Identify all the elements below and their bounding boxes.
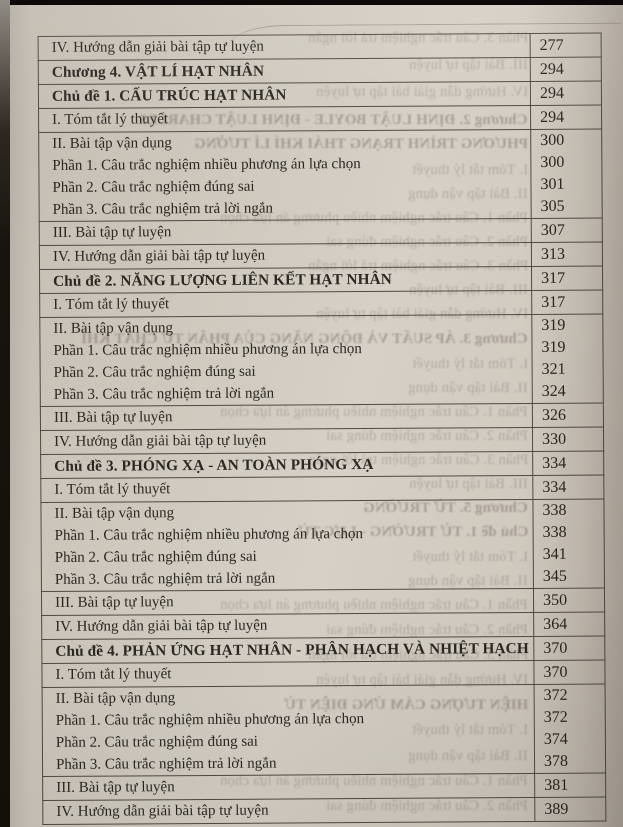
toc-entry-page: 334 <box>542 478 567 496</box>
toc-entry-label: II. Bài tập vận dụng <box>55 690 176 707</box>
toc-row-group: II. Bài tập vận dụng Phần 1. Câu trắc ngh… <box>39 314 604 407</box>
toc-entry-page: 330 <box>542 430 567 448</box>
toc-entry-page: 334 <box>542 454 567 472</box>
toc-row: Chủ đề 4. PHẢN ỨNG HẠT NHÂN - PHÂN HẠCH … <box>41 636 605 664</box>
toc-entry-page: 338 <box>542 523 567 541</box>
toc-entry-label: Phần 1. Câu trắc nghiệm nhiều phương án … <box>52 156 361 174</box>
toc-entry-page: 317 <box>541 269 566 287</box>
toc-entry-page: 372 <box>543 686 568 704</box>
toc-entry-label: Chủ đề 3. PHÓNG XẠ - AN TOÀN PHÓNG XẠ <box>54 455 374 475</box>
toc-entry-page: 378 <box>543 752 569 770</box>
toc-entry-page: 321 <box>541 360 566 378</box>
toc-entry-label: Phần 2. Câu trắc nghiệm đúng sai <box>52 178 255 196</box>
toc-entry-label: Phần 3. Câu trắc nghiệm trả lời ngắn <box>53 385 275 403</box>
toc-entry-page: 307 <box>540 221 565 239</box>
toc-entry-label: Phần 3. Câu trắc nghiệm trả lời ngắn <box>52 200 274 218</box>
toc-entry-label: Phần 2. Câu trắc nghiệm đúng sai <box>55 733 259 751</box>
toc-entry-label: I. Tóm tắt lý thuyết <box>52 111 169 128</box>
toc-entry-label: Phần 1. Câu trắc nghiệm nhiều phương án … <box>53 341 362 359</box>
toc-row: III. Bài tập tự luyện 350 <box>41 588 605 616</box>
toc-entry-page: 324 <box>541 382 566 400</box>
toc-row: I. Tóm tắt lý thuyết 294 <box>38 105 602 133</box>
toc-entry-label: Phần 2. Câu trắc nghiệm đúng sai <box>54 548 257 566</box>
toc-row: IV. Hướng dẫn giải bài tập tự luyện 389 <box>42 797 606 825</box>
toc-entry-page: 374 <box>543 730 568 748</box>
toc-entry-page: 364 <box>543 615 568 633</box>
toc-row: IV. Hướng dẫn giải bài tập tự luyện 277 <box>38 33 602 61</box>
toc-entry-page: 313 <box>540 245 565 263</box>
toc-entry-label: Chủ đề 4. PHẢN ỨNG HẠT NHÂN - PHÂN HẠCH … <box>55 640 529 660</box>
toc-entry-label: Chương 4. VẬT LÍ HẠT NHÂN <box>51 62 265 81</box>
toc-row: I. Tóm tắt lý thuyết 317 <box>39 290 603 318</box>
toc-entry-label: IV. Hướng dẫn giải bài tập tự luyện <box>54 432 267 450</box>
toc-entry-label: I. Tóm tắt lý thuyết <box>55 666 172 683</box>
toc-row: Chủ đề 3. PHÓNG XẠ - AN TOÀN PHÓNG XẠ 33… <box>40 451 604 479</box>
toc-entry-page: 317 <box>541 293 566 311</box>
toc-entry-label: Phần 1. Câu trắc nghiệm nhiều phương án … <box>55 711 365 729</box>
toc-entry-page: 345 <box>542 567 567 585</box>
toc-row: Chủ đề 1. CẤU TRÚC HẠT NHÂN 294 <box>38 81 602 109</box>
toc-entry-page: 389 <box>544 800 569 818</box>
toc-entry-page: 326 <box>541 406 566 424</box>
toc-entry-page: 350 <box>542 591 568 609</box>
toc-entry-label: Phần 2. Câu trắc nghiệm đúng sai <box>53 363 256 381</box>
toc-entry-label: III. Bài tập tự luyện <box>55 594 174 611</box>
toc-entry-label: IV. Hướng dẫn giải bài tập tự luyện <box>52 247 266 265</box>
toc-entry-label: IV. Hướng dẫn giải bài tập tự luyện <box>51 38 264 56</box>
toc-entry-label: II. Bài tập vận dụng <box>53 320 173 337</box>
toc-entry-label: Phần 3. Câu trắc nghiệm trả lời ngắn <box>55 755 277 773</box>
toc-row-group: II. Bài tập vận dụng Phần 1. Câu trắc ngh… <box>42 684 606 777</box>
photo-edge-top <box>0 0 623 5</box>
toc-row: IV. Hướng dẫn giải bài tập tự luyện 330 <box>40 427 604 455</box>
toc-row-group: II. Bài tập vận dụng Phần 1. Câu trắc ngh… <box>38 129 603 222</box>
toc-entry-page: 294 <box>540 108 565 126</box>
toc-entry-page: 277 <box>539 36 564 54</box>
toc-entry-label: III. Bài tập tự luyện <box>56 779 175 796</box>
toc-entry-label: Phần 3. Câu trắc nghiệm trả lời ngắn <box>54 570 276 588</box>
toc-entry-page: 370 <box>543 663 568 681</box>
toc-entry-page: 305 <box>540 197 565 215</box>
toc-entry-label: Phần 1. Câu trắc nghiệm nhiều phương án … <box>54 526 363 544</box>
toc-entry-page: 338 <box>542 501 567 519</box>
toc-entry-label: III. Bài tập tự luyện <box>52 224 172 241</box>
toc-entry-page: 341 <box>542 545 567 563</box>
toc-row-group: II. Bài tập vận dụng Phần 1. Câu trắc ngh… <box>40 499 605 592</box>
toc-row: IV. Hướng dẫn giải bài tập tự luyện 313 <box>39 242 603 270</box>
toc-entry-page: 319 <box>541 316 566 334</box>
toc-entry-label: Chủ đề 2. NĂNG LƯỢNG LIÊN KẾT HẠT NHÂN <box>53 270 392 290</box>
toc-row: III. Bài tập tự luyện 307 <box>39 218 603 246</box>
toc-row: III. Bài tập tự luyện 381 <box>42 773 606 801</box>
toc-entry-page: 300 <box>540 131 565 149</box>
toc-row: IV. Hướng dẫn giải bài tập tự luyện 364 <box>41 612 605 640</box>
toc-entry-page: 372 <box>543 708 568 726</box>
toc-row: Chủ đề 2. NĂNG LƯỢNG LIÊN KẾT HẠT NHÂN 3… <box>39 266 603 294</box>
toc-entry-label: I. Tóm tắt lý thuyết <box>54 481 171 498</box>
toc-entry-page: 301 <box>540 175 565 193</box>
table-of-contents: IV. Hướng dẫn giải bài tập tự luyện 277 … <box>38 33 607 825</box>
toc-entry-label: I. Tóm tắt lý thuyết <box>53 296 170 313</box>
toc-row: I. Tóm tắt lý thuyết 334 <box>40 475 604 503</box>
toc-entry-page: 381 <box>544 776 569 794</box>
toc-entry-page: 300 <box>540 153 565 171</box>
photo-edge-left <box>0 0 10 827</box>
toc-row: III. Bài tập tự luyện 326 <box>40 403 604 431</box>
toc-entry-label: IV. Hướng dẫn giải bài tập tự luyện <box>55 617 268 635</box>
toc-row: Chương 4. VẬT LÍ HẠT NHÂN 294 <box>38 57 602 85</box>
toc-row: I. Tóm tắt lý thuyết 370 <box>41 660 606 688</box>
toc-entry-page: 294 <box>539 60 564 78</box>
toc-entry-label: Chủ đề 1. CẤU TRÚC HẠT NHÂN <box>51 86 287 105</box>
toc-entry-page: 294 <box>539 84 565 102</box>
toc-entry-label: II. Bài tập vận dụng <box>52 135 172 152</box>
toc-entry-label: II. Bài tập vận dụng <box>54 505 175 522</box>
toc-entry-label: IV. Hướng dẫn giải bài tập tự luyện <box>56 802 269 820</box>
toc-entry-page: 370 <box>543 639 568 657</box>
toc-entry-page: 319 <box>541 338 566 356</box>
toc-entry-label: III. Bài tập tự luyện <box>53 409 173 426</box>
